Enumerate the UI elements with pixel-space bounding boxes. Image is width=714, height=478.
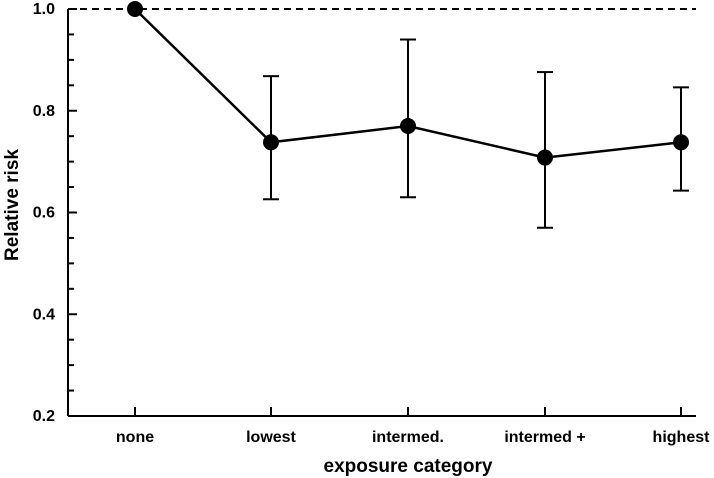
x-tick-label: intermed. bbox=[372, 429, 444, 446]
y-tick-label: 0.4 bbox=[33, 306, 55, 323]
error-bars bbox=[263, 38, 689, 229]
x-tick-label: lowest bbox=[246, 429, 296, 446]
y-tick-label: 0.2 bbox=[33, 408, 55, 425]
series-group bbox=[127, 1, 689, 166]
data-point bbox=[400, 118, 416, 135]
y-tick-label: 0.8 bbox=[33, 103, 55, 120]
data-point bbox=[673, 134, 689, 151]
x-axis-title: exposure category bbox=[324, 456, 493, 477]
y-tick-label: 0.6 bbox=[33, 205, 55, 222]
x-tick-label: intermed + bbox=[504, 429, 585, 446]
y-tick-label: 1.0 bbox=[33, 1, 55, 18]
x-tick-label: highest bbox=[653, 429, 711, 446]
axes bbox=[67, 8, 696, 417]
tick-labels: 0.2 0.4 0.6 0.8 1.0 none lowest intermed. interm… bbox=[33, 1, 710, 446]
data-point bbox=[127, 1, 143, 17]
data-point bbox=[537, 149, 553, 166]
y-axis-title: Relative risk bbox=[2, 149, 23, 261]
data-point bbox=[263, 134, 279, 151]
x-tick-label: none bbox=[116, 429, 154, 446]
